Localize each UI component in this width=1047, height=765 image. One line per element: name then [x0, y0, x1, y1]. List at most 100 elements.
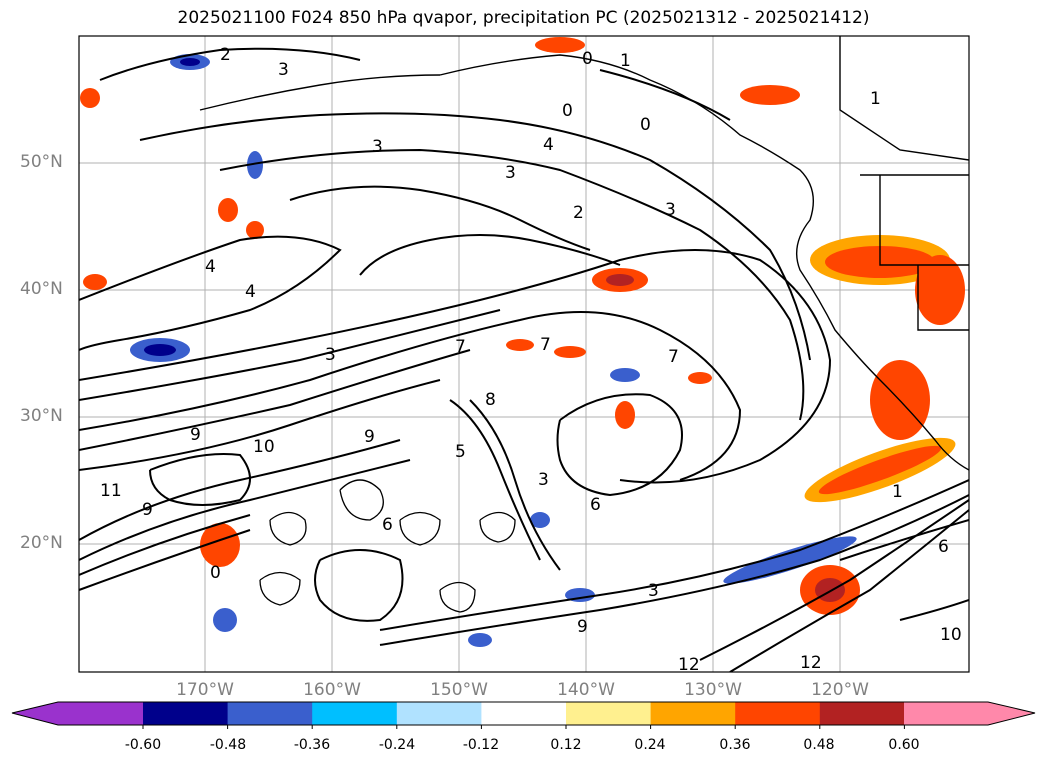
lat-label: 30°N: [20, 406, 63, 426]
precip-positive-area: [535, 37, 585, 53]
contour-label: 2: [220, 45, 231, 65]
colorbar-segment: [566, 702, 652, 725]
colorbar-segment: [227, 702, 313, 725]
contour-label: 3: [278, 60, 289, 80]
lon-label: 130°W: [684, 680, 742, 700]
contour-label: 10: [940, 625, 962, 645]
colorbar-tick-label: 0.36: [719, 737, 751, 753]
contour-label-layer: 2 3 0 1 1 0 0 4 3 3 2 3 4 4 3 7 7 7 8 10…: [100, 45, 962, 675]
contour-label: 5: [455, 442, 466, 462]
contour-label: 7: [668, 347, 679, 367]
lat-label: 20°N: [20, 533, 63, 553]
colorbar-segment: [312, 702, 398, 725]
precip-positive-area: [83, 274, 107, 290]
lat-label: 40°N: [20, 279, 63, 299]
precip-positive-area: [80, 88, 100, 108]
contour-label: 8: [485, 390, 496, 410]
contour-label: 0: [640, 115, 651, 135]
contour-label: 9: [577, 617, 588, 637]
lon-label: 120°W: [811, 680, 869, 700]
precip-positive-area: [606, 274, 634, 286]
colorbar-tick-label: 0.12: [550, 737, 582, 753]
contour-label: 1: [870, 89, 881, 109]
contour-label: 3: [538, 470, 549, 490]
contour-label: 0: [210, 563, 221, 583]
contour-label: 3: [372, 137, 383, 157]
contour-label: 12: [800, 653, 822, 673]
contour-label: 0: [582, 49, 593, 69]
contour-label: 3: [648, 581, 659, 601]
coastline: [199, 36, 969, 471]
lon-label: 150°W: [430, 680, 488, 700]
contour-label: 1: [620, 51, 631, 71]
precip-positive-area: [740, 85, 800, 105]
contour-label: 1: [892, 482, 903, 502]
colorbar: [11, 701, 1036, 729]
colorbar-segment: [650, 702, 736, 725]
precip-positive-area: [218, 198, 238, 222]
precip-positive-area: [615, 401, 635, 429]
precip-positive-area: [506, 339, 534, 351]
contour-label: 4: [205, 257, 216, 277]
precip-negative-area: [468, 633, 492, 647]
colorbar-segment: [12, 702, 143, 725]
colorbar-segment: [819, 702, 905, 725]
contour-label: 9: [142, 500, 153, 520]
precip-negative-area: [530, 512, 550, 528]
contour-label: 9: [190, 425, 201, 445]
precip-positive-area: [688, 372, 712, 384]
colorbar-tick-label: -0.12: [462, 737, 500, 753]
lon-label: 160°W: [303, 680, 361, 700]
contour-label: 3: [665, 200, 676, 220]
contour-label: 11: [100, 481, 122, 501]
colorbar-tick-label: -0.48: [209, 737, 247, 753]
contour-label: 7: [540, 335, 551, 355]
contour-label: 2: [573, 203, 584, 223]
precip-negative-area: [213, 608, 237, 632]
contour-label: 6: [938, 537, 949, 557]
lon-label: 170°W: [176, 680, 234, 700]
colorbar-segment: [396, 702, 482, 725]
contour-label: 0: [562, 101, 573, 121]
colorbar-tick-label: -0.36: [293, 737, 331, 753]
contour-label: 4: [543, 135, 554, 155]
precip-negative-area: [180, 58, 200, 66]
contour-label: 6: [382, 515, 393, 535]
contour-label: 3: [325, 345, 336, 365]
qvapor-contours-thin: [259, 479, 516, 613]
qvapor-contours: [79, 47, 969, 672]
colorbar-tick-label: 0.48: [803, 737, 835, 753]
colorbar-outline: [11, 701, 1036, 726]
contour-label: 10: [253, 437, 275, 457]
map-frame: [78, 35, 970, 673]
precip-positive-area: [554, 346, 586, 358]
lat-label: 50°N: [20, 152, 63, 172]
precip-positive-area: [818, 445, 942, 495]
precip-positive-area: [815, 578, 845, 602]
precip-positive-area: [246, 221, 264, 239]
contour-label: 7: [455, 337, 466, 357]
precip-positive-area: [915, 255, 965, 325]
precip-negative-area: [723, 536, 857, 584]
precip-negative-area: [610, 368, 640, 382]
colorbar-segment: [735, 702, 821, 725]
colorbar-segment: [143, 702, 229, 725]
contour-label: 9: [364, 427, 375, 447]
colorbar-tick-label: -0.24: [378, 737, 416, 753]
contour-label: 4: [245, 282, 256, 302]
lon-label: 140°W: [557, 680, 615, 700]
colorbar-tick-label: -0.60: [124, 737, 162, 753]
colorbar-segment: [481, 702, 567, 725]
contour-label: 6: [590, 495, 601, 515]
colorbar-segments: [12, 702, 1035, 729]
contour-label: 3: [505, 163, 516, 183]
chart-title: 2025021100 F024 850 hPa qvapor, precipit…: [177, 8, 870, 28]
map-plot: 2 3 0 1 1 0 0 4 3 3 2 3 4 4 3 7 7 7 8 10…: [78, 35, 970, 675]
precip-negative-area: [144, 344, 176, 356]
precip-negative-area: [247, 151, 263, 179]
colorbar-segment: [904, 702, 1035, 725]
contour-label: 12: [678, 655, 700, 675]
colorbar-tick-label: 0.24: [634, 737, 666, 753]
precip-positive-area: [200, 523, 240, 567]
colorbar-tick-label: 0.60: [888, 737, 920, 753]
